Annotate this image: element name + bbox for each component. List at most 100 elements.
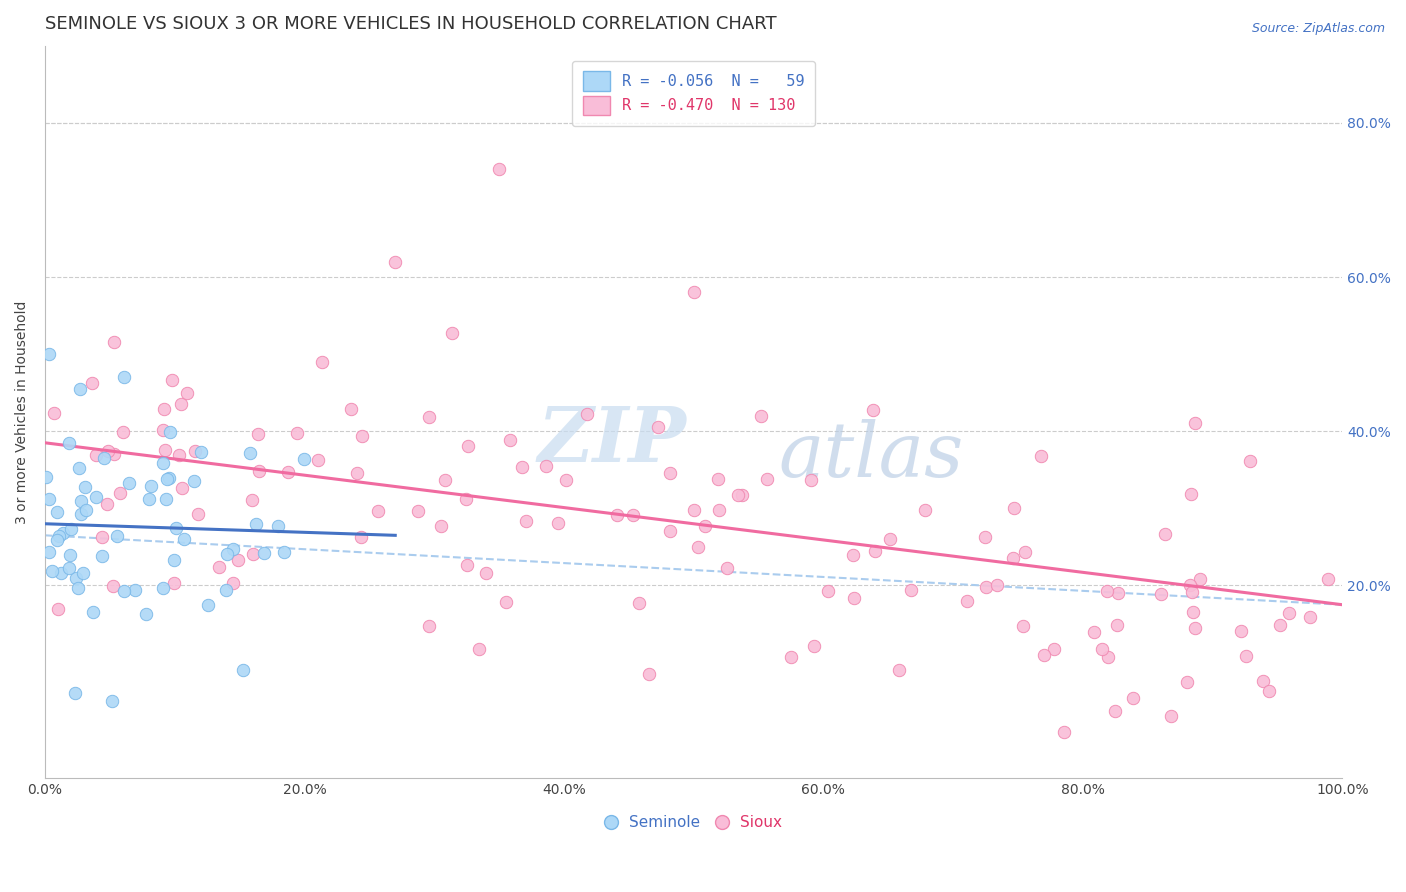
Point	[842, 591, 865, 605]
Point	[152, 423, 174, 437]
Point	[222, 575, 245, 590]
Point	[842, 548, 865, 562]
Point	[659, 466, 682, 480]
Point	[346, 466, 368, 480]
Point	[67, 461, 90, 475]
Point	[59, 522, 82, 536]
Point	[38, 347, 60, 361]
Y-axis label: 3 or more Vehicles in Household: 3 or more Vehicles in Household	[15, 301, 30, 524]
Point	[1160, 708, 1182, 723]
Point	[138, 492, 160, 507]
Point	[100, 694, 122, 708]
Point	[1234, 648, 1257, 663]
Point	[475, 566, 498, 580]
Point	[749, 409, 772, 424]
Text: ZIP: ZIP	[538, 404, 686, 478]
Point	[780, 649, 803, 664]
Point	[1299, 609, 1322, 624]
Point	[817, 584, 839, 599]
Point	[86, 491, 108, 505]
Point	[159, 471, 181, 485]
Point	[253, 546, 276, 560]
Point	[1189, 572, 1212, 586]
Point	[245, 516, 267, 531]
Point	[350, 530, 373, 544]
Point	[75, 480, 97, 494]
Point	[534, 458, 557, 473]
Point	[731, 488, 754, 502]
Point	[172, 481, 194, 495]
Point	[38, 545, 60, 559]
Point	[153, 401, 176, 416]
Point	[510, 460, 533, 475]
Point	[488, 162, 510, 177]
Point	[515, 514, 537, 528]
Point	[638, 666, 661, 681]
Point	[433, 473, 456, 487]
Point	[1097, 650, 1119, 665]
Point	[973, 530, 995, 544]
Point	[900, 583, 922, 598]
Point	[292, 451, 315, 466]
Point	[108, 486, 131, 500]
Point	[1104, 704, 1126, 718]
Point	[111, 425, 134, 439]
Point	[1257, 684, 1279, 698]
Point	[215, 547, 238, 561]
Point	[1317, 572, 1340, 586]
Point	[65, 571, 87, 585]
Point	[63, 686, 86, 700]
Point	[287, 425, 309, 440]
Point	[495, 595, 517, 609]
Point	[1083, 625, 1105, 640]
Point	[1002, 551, 1025, 566]
Point	[45, 533, 67, 548]
Point	[1154, 526, 1177, 541]
Point	[1011, 619, 1033, 633]
Point	[90, 530, 112, 544]
Point	[197, 598, 219, 612]
Point	[800, 474, 823, 488]
Point	[240, 492, 263, 507]
Point	[352, 429, 374, 443]
Point	[163, 552, 186, 566]
Point	[716, 561, 738, 575]
Point	[184, 443, 207, 458]
Point	[430, 518, 453, 533]
Point	[276, 465, 298, 479]
Point	[173, 532, 195, 546]
Point	[418, 409, 440, 424]
Point	[499, 433, 522, 447]
Point	[80, 376, 103, 390]
Point	[384, 254, 406, 268]
Point	[93, 450, 115, 465]
Point	[159, 425, 181, 440]
Point	[457, 438, 479, 452]
Point	[547, 516, 569, 530]
Point	[406, 503, 429, 517]
Point	[58, 561, 80, 575]
Point	[683, 503, 706, 517]
Point	[273, 544, 295, 558]
Point	[1182, 605, 1205, 619]
Point	[112, 584, 135, 599]
Point	[879, 532, 901, 546]
Point	[176, 386, 198, 401]
Point	[707, 503, 730, 517]
Point	[1251, 673, 1274, 688]
Point	[51, 566, 73, 581]
Point	[70, 494, 93, 508]
Point	[367, 504, 389, 518]
Point	[1184, 417, 1206, 431]
Point	[165, 521, 187, 535]
Point	[46, 505, 69, 519]
Point	[440, 326, 463, 340]
Point	[707, 472, 730, 486]
Point	[66, 581, 89, 595]
Point	[1239, 454, 1261, 468]
Point	[986, 577, 1008, 591]
Point	[267, 519, 290, 533]
Point	[35, 470, 58, 484]
Point	[311, 354, 333, 368]
Point	[103, 334, 125, 349]
